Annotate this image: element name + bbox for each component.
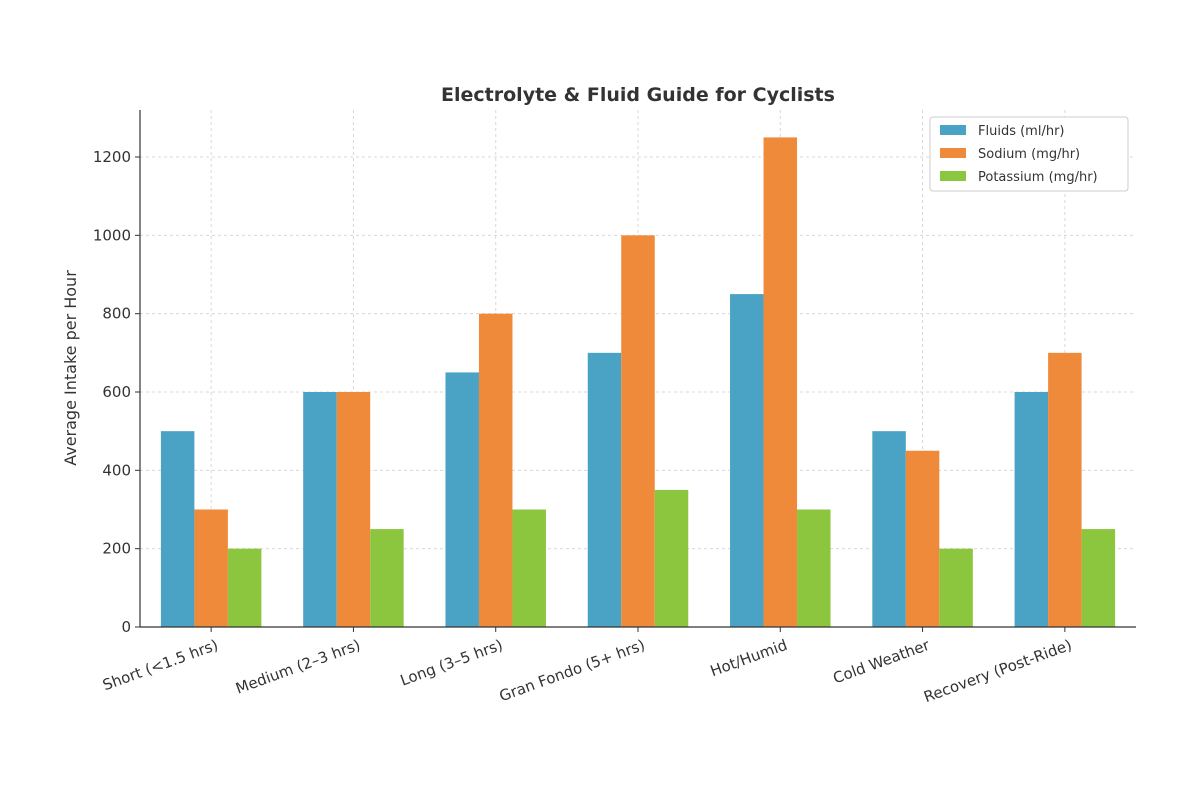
legend: Fluids (ml/hr) Sodium (mg/hr) Potassium (m… xyxy=(929,116,1129,192)
y-tick-label: 1000 xyxy=(93,226,131,244)
bar-3-5 xyxy=(797,509,831,627)
legend-label: Sodium (mg/hr) xyxy=(978,147,1080,162)
axes xyxy=(135,110,1136,632)
bar-3-2 xyxy=(370,529,404,627)
y-tick-labels: 0 200 400 600 800 1000 1200 xyxy=(93,148,131,636)
bar-1-3 xyxy=(445,372,479,627)
legend-swatch xyxy=(940,171,966,181)
bar-2-6 xyxy=(905,450,940,627)
bar-1-4 xyxy=(587,352,622,627)
legend-swatch xyxy=(940,148,966,158)
y-tick-label: 0 xyxy=(121,618,131,636)
legend-label: Potassium (mg/hr) xyxy=(978,170,1098,185)
bar-3-4 xyxy=(654,489,689,627)
bar-1-2 xyxy=(303,392,337,627)
y-tick-label: 200 xyxy=(102,540,131,558)
bar-3-7 xyxy=(1081,529,1116,627)
bar-2-1 xyxy=(194,509,228,627)
bar-1-6 xyxy=(872,431,906,627)
y-tick-label: 400 xyxy=(102,461,131,479)
bars xyxy=(160,137,1116,628)
bar-3-6 xyxy=(939,548,973,627)
bar-3-1 xyxy=(227,548,262,627)
bar-1-1 xyxy=(160,431,195,627)
bar-2-7 xyxy=(1048,352,1082,627)
bar-1-7 xyxy=(1014,392,1049,627)
y-tick-label: 1200 xyxy=(93,148,131,166)
bar-2-3 xyxy=(478,313,513,627)
y-axis-label: Average Intake per Hour xyxy=(61,270,80,466)
legend-label: Fluids (ml/hr) xyxy=(978,124,1064,139)
bar-3-3 xyxy=(512,509,546,627)
bar-2-2 xyxy=(336,392,371,627)
bar-2-4 xyxy=(621,235,655,628)
chart-title: Electrolyte & Fluid Guide for Cyclists xyxy=(441,84,835,106)
legend-swatch xyxy=(940,125,966,135)
y-tick-label: 600 xyxy=(102,383,131,401)
bar-2-5 xyxy=(763,137,798,627)
y-tick-label: 800 xyxy=(102,305,131,323)
bar-1-5 xyxy=(730,294,764,627)
legend-box xyxy=(929,116,1129,192)
